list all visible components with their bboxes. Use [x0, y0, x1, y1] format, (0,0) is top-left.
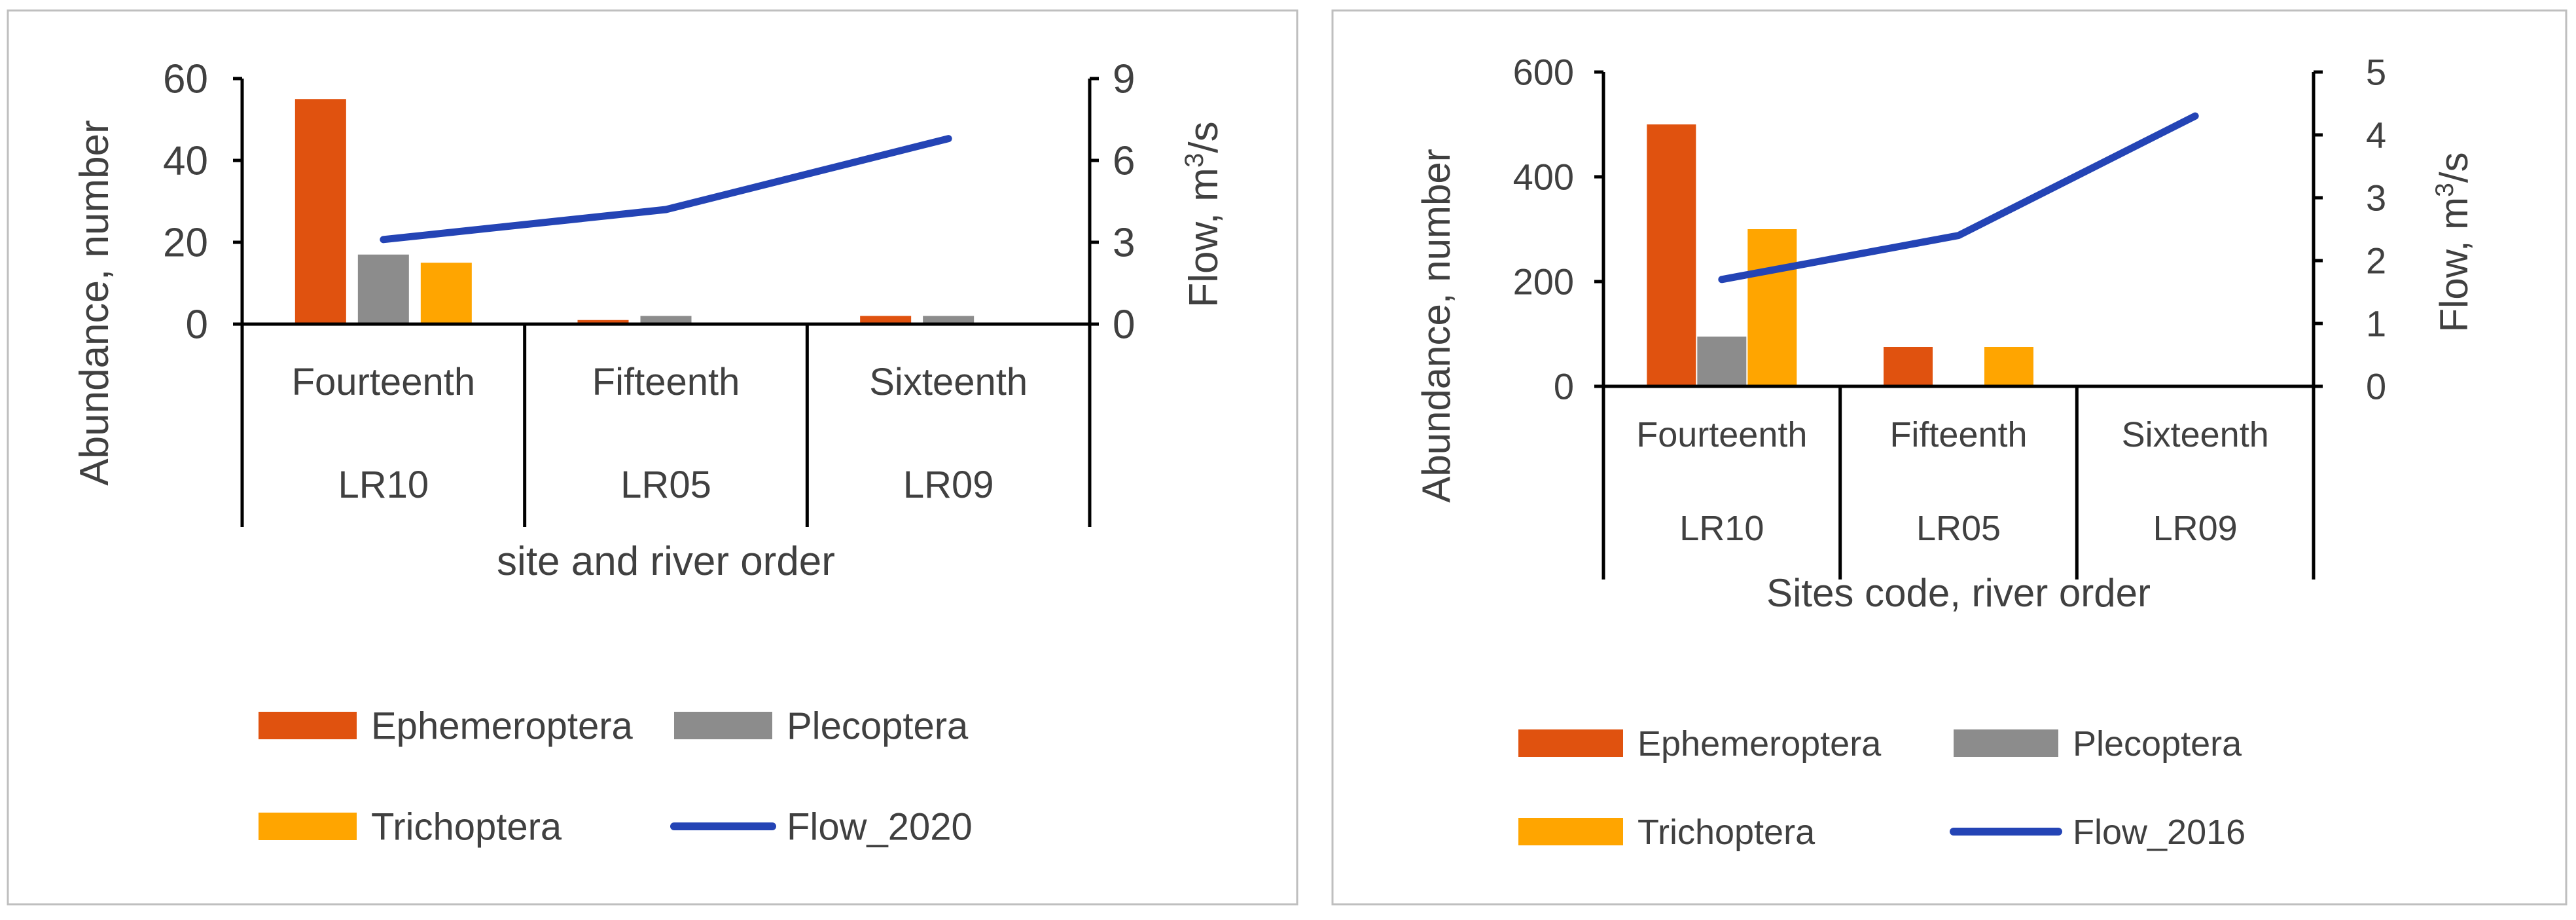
bar-trichoptera-fourteenth	[420, 263, 472, 324]
legend-swatch-plecoptera	[1954, 729, 2058, 757]
legend-swatch-trichoptera	[259, 813, 357, 840]
x-axis-title: site and river order	[497, 539, 835, 584]
y2-axis-title-main: Flow, m	[2432, 197, 2476, 333]
legend-swatch-trichoptera	[1518, 818, 1623, 845]
y-axis-title: Abundance, number	[1414, 149, 1458, 502]
y2-axis-title: Flow, m3/s	[1179, 121, 1226, 307]
bar-trichoptera-fifteenth	[1984, 347, 2033, 386]
x-category-label: Fourteenth	[292, 361, 476, 403]
x-site-label: LR05	[1916, 509, 2001, 548]
x-category-label: Fifteenth	[592, 361, 740, 403]
x-site-label: LR10	[1679, 509, 1764, 548]
bar-ephemeroptera-fifteenth	[577, 320, 629, 324]
legend-label-trichoptera: Trichoptera	[371, 805, 562, 848]
bar-ephemeroptera-fourteenth	[295, 99, 346, 324]
left-axis-tick-label: 200	[1513, 261, 1574, 303]
right-axis-tick-label: 4	[2366, 115, 2386, 156]
y-axis-title: Abundance, number	[72, 120, 117, 485]
line-point-flow-2016	[1958, 235, 1959, 236]
chart-flow-2016: 600 400 200 0 5 4 3 2 1 0 Fourteenth LR10 Fifteenth L…	[1331, 9, 2567, 906]
left-axis-tick-label: 40	[163, 139, 208, 184]
right-axis-tick-label: 6	[1113, 139, 1135, 184]
right-axis-tick-label: 0	[1113, 303, 1135, 348]
line-point-flow-2016	[1721, 279, 1723, 280]
right-axis-tick-label: 1	[2366, 303, 2386, 344]
right-axis-tick-label: 0	[2366, 366, 2386, 407]
y2-axis-title-superscript: 3	[2431, 183, 2459, 197]
x-category-label: Fifteenth	[1889, 415, 2027, 454]
line-point-flow-2020	[383, 239, 384, 240]
x-category-label: Sixteenth	[869, 361, 1028, 403]
bar-plecoptera-fourteenth	[1697, 337, 1747, 386]
right-axis-tick-label: 3	[1113, 221, 1135, 266]
bar-plecoptera-fifteenth	[640, 316, 692, 324]
legend-swatch-ephemeroptera	[259, 712, 357, 739]
y2-axis-title-main: Flow, m	[1181, 168, 1226, 308]
bar-plecoptera-sixteenth	[923, 316, 975, 324]
x-category-label: Sixteenth	[2122, 415, 2269, 454]
left-axis-tick-label: 600	[1513, 52, 1574, 93]
y2-axis-title-tail: /s	[2432, 152, 2476, 183]
right-axis-tick-label: 5	[2366, 52, 2386, 93]
bar-ephemeroptera-fifteenth	[1884, 347, 1933, 386]
x-site-label: LR09	[903, 464, 994, 506]
left-axis-tick-label: 400	[1513, 156, 1574, 198]
right-axis-tick-label: 3	[2366, 177, 2386, 219]
chart-flow-2020: 60 40 20 0 9 6 3 0 Fourteenth LR10 Fifteenth LR05 Si…	[7, 9, 1298, 906]
legend-swatch-ephemeroptera	[1518, 729, 1623, 757]
x-site-label: LR09	[2153, 509, 2238, 548]
chart-frame	[7, 9, 1298, 906]
x-axis-title: Sites code, river order	[1766, 571, 2151, 615]
y2-axis-title-tail: /s	[1181, 121, 1226, 153]
bar-plecoptera-fourteenth	[357, 254, 409, 324]
bar-ephemeroptera-fourteenth	[1647, 124, 1696, 386]
legend-label-plecoptera: Plecoptera	[2073, 724, 2242, 764]
y2-axis-title: Flow, m3/s	[2431, 152, 2476, 332]
y2-axis-title-superscript: 3	[1179, 153, 1209, 168]
legend-label-flow-2016: Flow_2016	[2073, 813, 2245, 852]
left-axis-tick-label: 60	[163, 57, 208, 102]
bar-ephemeroptera-sixteenth	[860, 316, 912, 324]
legend-label-ephemeroptera: Ephemeroptera	[1637, 724, 1882, 764]
bar-trichoptera-fourteenth	[1747, 229, 1797, 386]
line-point-flow-2020	[948, 138, 949, 139]
legend-label-ephemeroptera: Ephemeroptera	[371, 705, 634, 747]
left-axis-tick-label: 20	[163, 221, 208, 266]
x-site-label: LR10	[338, 464, 429, 506]
right-axis-tick-label: 9	[1113, 57, 1135, 102]
line-point-flow-2016	[2194, 115, 2196, 117]
left-axis-tick-label: 0	[186, 303, 208, 348]
right-axis-tick-label: 2	[2366, 240, 2386, 282]
legend-label-trichoptera: Trichoptera	[1637, 813, 1816, 852]
left-axis-tick-label: 0	[1554, 366, 1574, 407]
legend-label-plecoptera: Plecoptera	[787, 705, 969, 747]
legend-swatch-plecoptera	[674, 712, 772, 739]
x-site-label: LR05	[620, 464, 711, 506]
x-category-label: Fourteenth	[1636, 415, 1807, 454]
legend-label-flow-2020: Flow_2020	[787, 805, 973, 848]
